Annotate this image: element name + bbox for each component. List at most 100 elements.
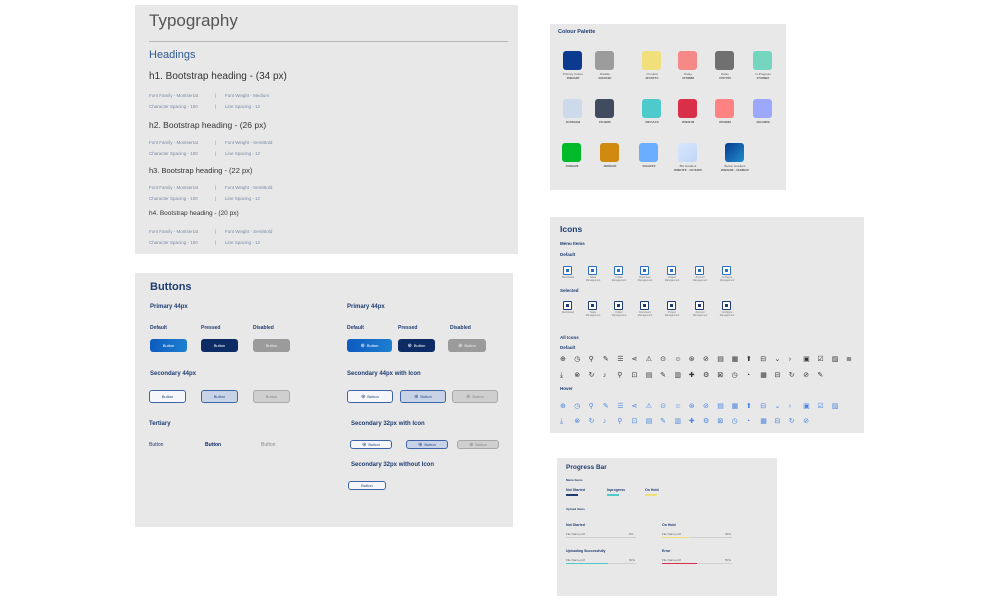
ui-icon[interactable]: ☺ (674, 403, 682, 410)
menu-icon[interactable] (614, 301, 623, 310)
secondary-32-icon-button-default[interactable]: ⊕ Button (350, 440, 392, 449)
ui-icon[interactable]: ✎ (817, 372, 824, 379)
ui-icon[interactable]: ☑ (817, 356, 824, 363)
ui-icon[interactable]: ⤓ (560, 372, 564, 379)
menu-icon[interactable] (667, 266, 676, 275)
ui-icon[interactable]: ↻ (788, 418, 795, 425)
primary-button-disabled[interactable]: Button (253, 339, 290, 352)
ui-icon[interactable]: ⊟ (774, 418, 781, 425)
ui-icon[interactable]: ≣ (846, 356, 852, 363)
menu-icon[interactable] (695, 301, 704, 310)
progress-tab-label[interactable]: Inprogress (607, 488, 626, 492)
ui-icon[interactable]: ✎ (602, 403, 609, 410)
ui-icon[interactable]: ⊘ (703, 356, 709, 363)
ui-icon[interactable]: ✚ (688, 372, 695, 379)
ui-icon[interactable]: ⚲ (617, 372, 623, 379)
ui-icon[interactable]: ⊘ (803, 418, 809, 425)
ui-icon[interactable]: ⊘ (803, 372, 809, 379)
ui-icon[interactable]: ⊙ (660, 356, 666, 363)
ui-icon[interactable]: ◔ (745, 372, 751, 379)
ui-icon[interactable]: ⚙ (703, 418, 710, 425)
progress-tab-label[interactable]: Not Started (566, 488, 585, 492)
menu-icon[interactable] (722, 301, 731, 310)
ui-icon[interactable]: ▣ (803, 356, 810, 363)
ui-icon[interactable]: ▤ (645, 372, 653, 379)
ui-icon[interactable]: ▦ (760, 372, 767, 379)
ui-icon[interactable]: ⊕ (560, 356, 566, 363)
ui-icon[interactable]: ⊛ (688, 356, 695, 363)
primary-icon-button-pressed[interactable]: ⊕ Button (398, 339, 435, 352)
secondary-32-icon-button-pressed[interactable]: ⊕ Button (406, 440, 448, 449)
ui-icon[interactable]: ⬆ (745, 403, 752, 410)
secondary-32-icon-button-disabled[interactable]: ⊕ Button (457, 440, 499, 449)
ui-icon[interactable]: ☰ (617, 356, 624, 363)
ui-icon[interactable]: ⊟ (760, 356, 767, 363)
ui-icon[interactable]: ⚠ (645, 403, 653, 410)
ui-icon[interactable]: ⤓ (560, 418, 564, 425)
ui-icon[interactable]: ▦ (731, 356, 739, 363)
secondary-button-default[interactable]: Button (149, 390, 186, 403)
menu-icon[interactable] (563, 266, 572, 275)
ui-icon[interactable]: ▤ (717, 403, 724, 410)
ui-icon[interactable]: ⚙ (703, 372, 710, 379)
ui-icon[interactable]: ⊘ (703, 403, 709, 410)
ui-icon[interactable]: ✎ (602, 356, 609, 363)
ui-icon[interactable]: ⌄ (774, 356, 781, 363)
ui-icon[interactable]: ▨ (831, 356, 839, 363)
ui-icon[interactable]: ⊠ (717, 372, 724, 379)
ui-icon[interactable]: ☑ (817, 403, 824, 410)
ui-icon[interactable]: ▣ (803, 403, 810, 410)
ui-icon[interactable]: › (788, 403, 792, 410)
ui-icon[interactable]: ▦ (760, 418, 767, 425)
tertiary-button-default[interactable]: Button (149, 442, 164, 448)
ui-icon[interactable]: ⊙ (660, 403, 666, 410)
menu-icon[interactable] (722, 266, 731, 275)
ui-icon[interactable]: ◷ (731, 418, 738, 425)
secondary-icon-button-pressed[interactable]: ⊕ Button (400, 390, 446, 403)
primary-button-default[interactable]: Button (150, 339, 187, 352)
secondary-icon-button-disabled[interactable]: ⊕ Button (452, 390, 498, 403)
primary-icon-button-default[interactable]: ⊕ Button (347, 339, 392, 352)
menu-icon[interactable] (667, 301, 676, 310)
secondary-button-pressed[interactable]: Button (201, 390, 238, 403)
ui-icon[interactable]: ⚲ (588, 356, 594, 363)
ui-icon[interactable]: ◷ (574, 356, 581, 363)
menu-icon[interactable] (588, 301, 597, 310)
secondary-button-disabled[interactable]: Button (253, 390, 290, 403)
ui-icon[interactable]: ⋖ (631, 356, 638, 363)
ui-icon[interactable]: ⚲ (617, 418, 623, 425)
menu-icon[interactable] (695, 266, 704, 275)
ui-icon[interactable]: ⊠ (717, 418, 724, 425)
ui-icon[interactable]: ◷ (574, 403, 581, 410)
ui-icon[interactable]: ⊡ (631, 372, 638, 379)
tertiary-button-pressed[interactable]: Button (205, 442, 222, 448)
menu-icon[interactable] (640, 301, 649, 310)
ui-icon[interactable]: ▦ (731, 403, 739, 410)
ui-icon[interactable]: ◔ (745, 418, 751, 425)
ui-icon[interactable]: ↻ (588, 372, 595, 379)
ui-icon[interactable]: ⊗ (574, 418, 581, 425)
ui-icon[interactable]: ♪ (602, 418, 607, 425)
primary-icon-button-disabled[interactable]: ⊕ Button (448, 339, 486, 352)
ui-icon[interactable]: ⊟ (774, 372, 781, 379)
ui-icon[interactable]: ▥ (674, 372, 682, 379)
ui-icon[interactable]: › (788, 356, 792, 363)
secondary-32-button-default[interactable]: Button (348, 481, 386, 490)
ui-icon[interactable]: ✎ (660, 372, 666, 379)
ui-icon[interactable]: ↻ (788, 372, 795, 379)
ui-icon[interactable]: ◷ (731, 372, 738, 379)
ui-icon[interactable]: ☰ (617, 403, 624, 410)
ui-icon[interactable]: ☺ (674, 356, 682, 363)
ui-icon[interactable]: ⊗ (574, 372, 581, 379)
ui-icon[interactable]: ⌄ (774, 403, 781, 410)
ui-icon[interactable]: ⬆ (745, 356, 752, 363)
menu-icon[interactable] (614, 266, 623, 275)
progress-tab-label[interactable]: On Hold (645, 488, 659, 492)
menu-icon[interactable] (588, 266, 597, 275)
ui-icon[interactable]: ▤ (717, 356, 724, 363)
ui-icon[interactable]: ▥ (674, 418, 682, 425)
ui-icon[interactable]: ⚲ (588, 403, 594, 410)
ui-icon[interactable]: ✚ (688, 418, 695, 425)
ui-icon[interactable]: ⊟ (760, 403, 767, 410)
ui-icon[interactable]: ⊡ (631, 418, 638, 425)
